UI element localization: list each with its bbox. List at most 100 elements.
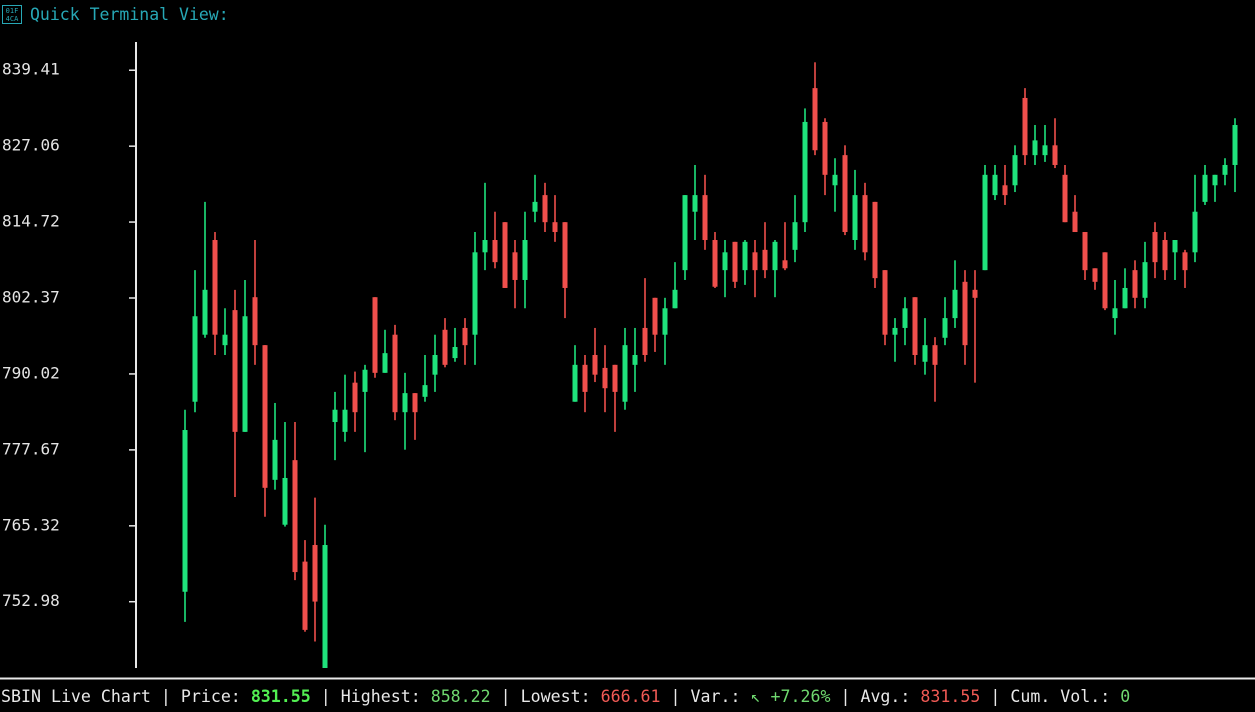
candle-body — [602, 367, 608, 389]
candle-body — [632, 355, 638, 365]
candle-body — [1112, 308, 1118, 319]
candle-body — [282, 477, 288, 525]
candle-body — [1062, 174, 1068, 223]
status-separator: | — [500, 687, 511, 706]
candle-body — [492, 240, 498, 263]
status-label: Avg.: — [860, 687, 911, 706]
status-bar: SBIN Live Chart | Price: 831.55 | Highes… — [1, 686, 1130, 708]
candle-body — [872, 201, 878, 279]
candle-body — [512, 252, 518, 280]
candle-body — [932, 345, 938, 365]
candle-body — [212, 240, 218, 335]
candle-body — [772, 241, 778, 271]
candle-body — [642, 327, 648, 355]
candle-body — [682, 195, 688, 271]
candle-body — [992, 174, 998, 196]
candle-body — [1102, 252, 1108, 309]
candle-body — [1042, 145, 1048, 156]
candle-body — [612, 364, 618, 392]
candle-body — [582, 364, 588, 392]
candle-body — [672, 289, 678, 309]
candle-body — [912, 297, 918, 355]
candle-body — [902, 308, 908, 328]
header-title: Quick Terminal View: — [30, 4, 229, 24]
candle-body — [942, 318, 948, 338]
candle-body — [202, 289, 208, 335]
candle-body — [712, 240, 718, 287]
candle-body — [862, 195, 868, 253]
candle-body — [1192, 211, 1198, 253]
candle-body — [592, 355, 598, 375]
candle-body — [972, 289, 978, 298]
y-tick-label: 814.72 — [2, 212, 60, 231]
candle-body — [482, 240, 488, 253]
candle-body — [742, 241, 748, 271]
status-separator: | — [160, 687, 171, 706]
candle-body — [502, 222, 508, 288]
candle-body — [242, 316, 248, 432]
status-label: Var.: — [690, 687, 741, 706]
y-tick-label: 827.06 — [2, 136, 60, 155]
candle-body — [442, 329, 448, 365]
status-label: Highest: — [340, 687, 421, 706]
candle-body — [262, 345, 268, 488]
y-tick-label: 765.32 — [2, 515, 60, 534]
candle-body — [552, 222, 558, 233]
candle-body — [842, 155, 848, 233]
candle-body — [402, 393, 408, 413]
candle-body — [322, 545, 328, 668]
chart: 839.41 827.06 814.72 802.37 790.02 777.67 765.… — [0, 42, 1255, 680]
candle-body — [292, 460, 298, 573]
candle-body — [572, 364, 578, 402]
candle-body — [1202, 174, 1208, 202]
candle-body — [622, 345, 628, 402]
candle-body — [352, 382, 358, 413]
candle-body — [1172, 240, 1178, 253]
candle-body — [1162, 240, 1168, 271]
candle-body — [1012, 155, 1018, 186]
candle-body — [962, 281, 968, 346]
candle-body — [222, 334, 228, 346]
candle-body — [892, 327, 898, 335]
y-tick-label: 777.67 — [2, 439, 60, 458]
candle-body — [1092, 268, 1098, 282]
candle-body — [372, 297, 378, 373]
candle-body — [362, 369, 368, 392]
candle-body — [1212, 174, 1218, 186]
candle-body — [542, 195, 548, 223]
candle-body — [822, 121, 828, 175]
status-value: 831.55 — [250, 687, 311, 706]
candle-body — [272, 439, 278, 480]
candle-body — [342, 409, 348, 432]
status-separator: | — [670, 687, 681, 706]
candle-body — [882, 270, 888, 335]
candle-body — [1182, 252, 1188, 271]
candle-body — [762, 249, 768, 271]
y-tick-label: 752.98 — [2, 591, 60, 610]
candle-body — [332, 409, 338, 423]
candle-body — [1132, 270, 1138, 298]
status-separator: | — [990, 687, 1001, 706]
candle-body — [802, 121, 808, 223]
status-value: +7.26% — [770, 687, 831, 706]
candle-body — [1072, 211, 1078, 233]
status-label: Lowest: — [520, 687, 591, 706]
candle-body — [252, 297, 258, 346]
y-tick-label: 790.02 — [2, 363, 60, 382]
y-tick-label: 839.41 — [2, 60, 60, 79]
candle-body — [472, 252, 478, 335]
candle-body — [692, 195, 698, 212]
candle-body — [1002, 185, 1008, 196]
candle-body — [382, 353, 388, 373]
candle-body — [192, 316, 198, 402]
candle-body — [532, 201, 538, 212]
candle-body — [312, 545, 318, 602]
candle-body — [812, 88, 818, 151]
candle-body — [752, 252, 758, 271]
status-label: Price: — [180, 687, 241, 706]
candle-body — [1122, 287, 1128, 309]
candle-body — [952, 289, 958, 319]
status-arrow: ↖ — [750, 687, 761, 706]
status-separator: | — [840, 687, 851, 706]
